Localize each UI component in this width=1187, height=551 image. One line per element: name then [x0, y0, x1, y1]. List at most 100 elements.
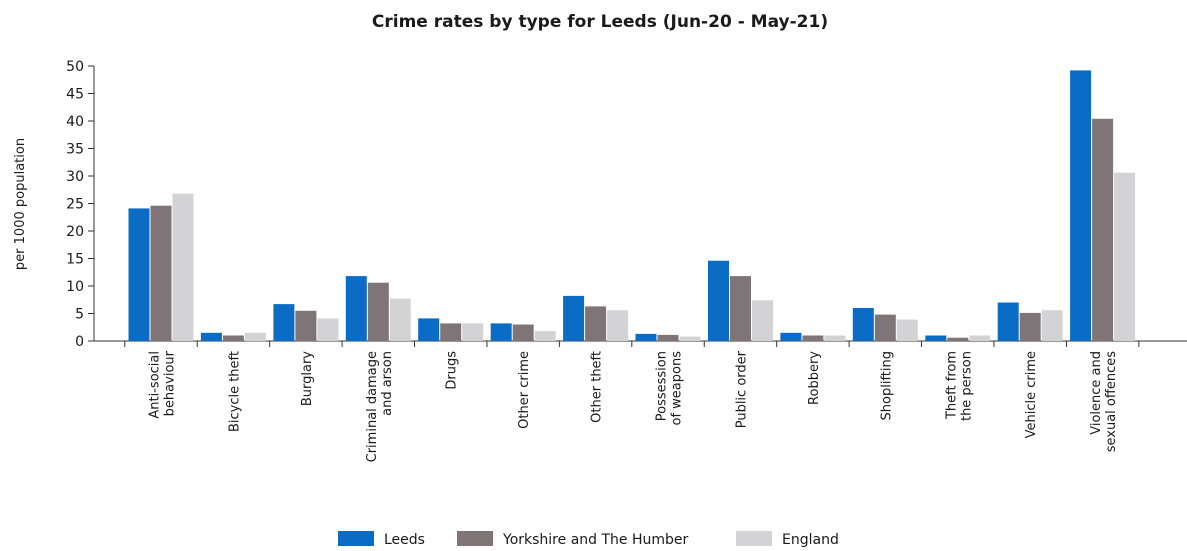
bar [874, 314, 896, 341]
category-label-line: Robbery [807, 351, 822, 405]
y-axis-label: per 1000 population [13, 138, 28, 270]
bar [534, 331, 556, 341]
bar [440, 323, 462, 341]
category-label: Theft fromthe person [944, 351, 974, 421]
category-label: Bicycle theft [227, 351, 242, 432]
bar [222, 335, 244, 341]
category-label-line: the person [959, 351, 974, 421]
bar [462, 323, 484, 341]
legend: Leeds Yorkshire and The Humber England [338, 531, 839, 548]
bar [150, 205, 172, 341]
bar [852, 308, 874, 341]
category-label: Possessionof weapons [655, 351, 685, 426]
category-label: Shoplifting [879, 351, 894, 420]
category-label-line: of weapons [670, 351, 685, 426]
y-tick-label: 10 [66, 279, 84, 295]
category-label-line: Theft from [944, 351, 959, 420]
bar [969, 335, 991, 341]
category-label-line: behaviour [163, 350, 178, 416]
bar [389, 298, 411, 341]
bar [295, 310, 317, 342]
bar [418, 318, 440, 341]
y-tick-label: 25 [66, 197, 84, 213]
legend-label: Leeds [384, 532, 425, 548]
x-axis [94, 340, 1187, 347]
category-label-line: Vehicle crime [1024, 351, 1039, 438]
bar [1092, 118, 1114, 341]
y-tick-label: 35 [66, 142, 84, 158]
bar [345, 276, 367, 341]
bar [896, 319, 918, 341]
category-label-line: Shoplifting [879, 351, 894, 420]
y-tick-label: 5 [75, 307, 84, 323]
category-label: Drugs [445, 351, 460, 390]
chart-title: Crime rates by type for Leeds (Jun-20 - … [372, 12, 828, 32]
bar [563, 295, 585, 341]
bar [200, 332, 222, 342]
bar [824, 335, 846, 341]
y-tick-label: 15 [66, 252, 84, 268]
category-label-line: Possession [655, 351, 670, 421]
category-label: Vehicle crime [1024, 351, 1039, 438]
category-labels: Anti-socialbehaviour Bicycle theft Burglar… [148, 350, 1120, 462]
category-label: Anti-socialbehaviour [148, 350, 178, 418]
category-label-line: Burglary [300, 351, 315, 406]
category-label: Burglary [300, 351, 315, 406]
category-label-line: Anti-social [148, 351, 163, 419]
category-label-line: Bicycle theft [227, 351, 242, 432]
category-label: Violence andsexual offences [1089, 351, 1119, 452]
bars [128, 70, 1136, 342]
legend-swatch [338, 531, 374, 546]
category-label-line: Drugs [445, 351, 460, 390]
bar [607, 310, 629, 341]
category-label-line: Public order [735, 350, 750, 428]
bar [708, 260, 729, 341]
y-tick-label: 20 [66, 224, 84, 240]
legend-label: Yorkshire and The Humber [502, 532, 689, 548]
category-label-line: Other theft [590, 351, 605, 423]
bar [1019, 312, 1041, 341]
category-label-line: Criminal damage [365, 351, 380, 462]
bar [1041, 310, 1063, 341]
bar [1114, 172, 1136, 341]
bar [490, 323, 512, 341]
category-label: Robbery [807, 351, 822, 405]
bar [679, 336, 701, 341]
bar [512, 324, 534, 341]
bar [172, 193, 194, 341]
category-label: Other crime [517, 351, 532, 429]
bar [273, 304, 295, 341]
bar [1070, 70, 1092, 342]
bar [635, 333, 657, 341]
bar [367, 282, 389, 341]
bar [244, 332, 266, 342]
y-tick-label: 40 [66, 114, 84, 130]
y-tick-label: 0 [75, 334, 84, 350]
y-axis: 0 5 10 15 20 25 30 35 40 45 50 [66, 59, 95, 350]
bar [780, 332, 802, 342]
legend-swatch [736, 531, 772, 546]
y-tick-label: 30 [66, 169, 84, 185]
legend-swatch [457, 531, 493, 546]
bar [997, 302, 1019, 341]
category-label-line: and arson [380, 351, 395, 416]
bar [128, 208, 150, 341]
bar [925, 335, 947, 341]
bar [802, 335, 824, 341]
bar [947, 337, 969, 341]
category-label: Criminal damageand arson [365, 351, 395, 462]
bar [317, 318, 339, 341]
category-label: Other theft [590, 351, 605, 423]
category-label: Public order [735, 350, 750, 428]
legend-label: England [782, 532, 839, 548]
y-tick-label: 45 [66, 87, 84, 103]
category-label-line: Other crime [517, 351, 532, 429]
bar [657, 334, 679, 341]
bar [752, 300, 773, 341]
category-label-line: Violence and [1089, 351, 1104, 435]
category-label-line: sexual offences [1104, 351, 1119, 452]
bar [585, 306, 607, 341]
bar [730, 276, 751, 341]
y-tick-label: 50 [66, 59, 84, 75]
